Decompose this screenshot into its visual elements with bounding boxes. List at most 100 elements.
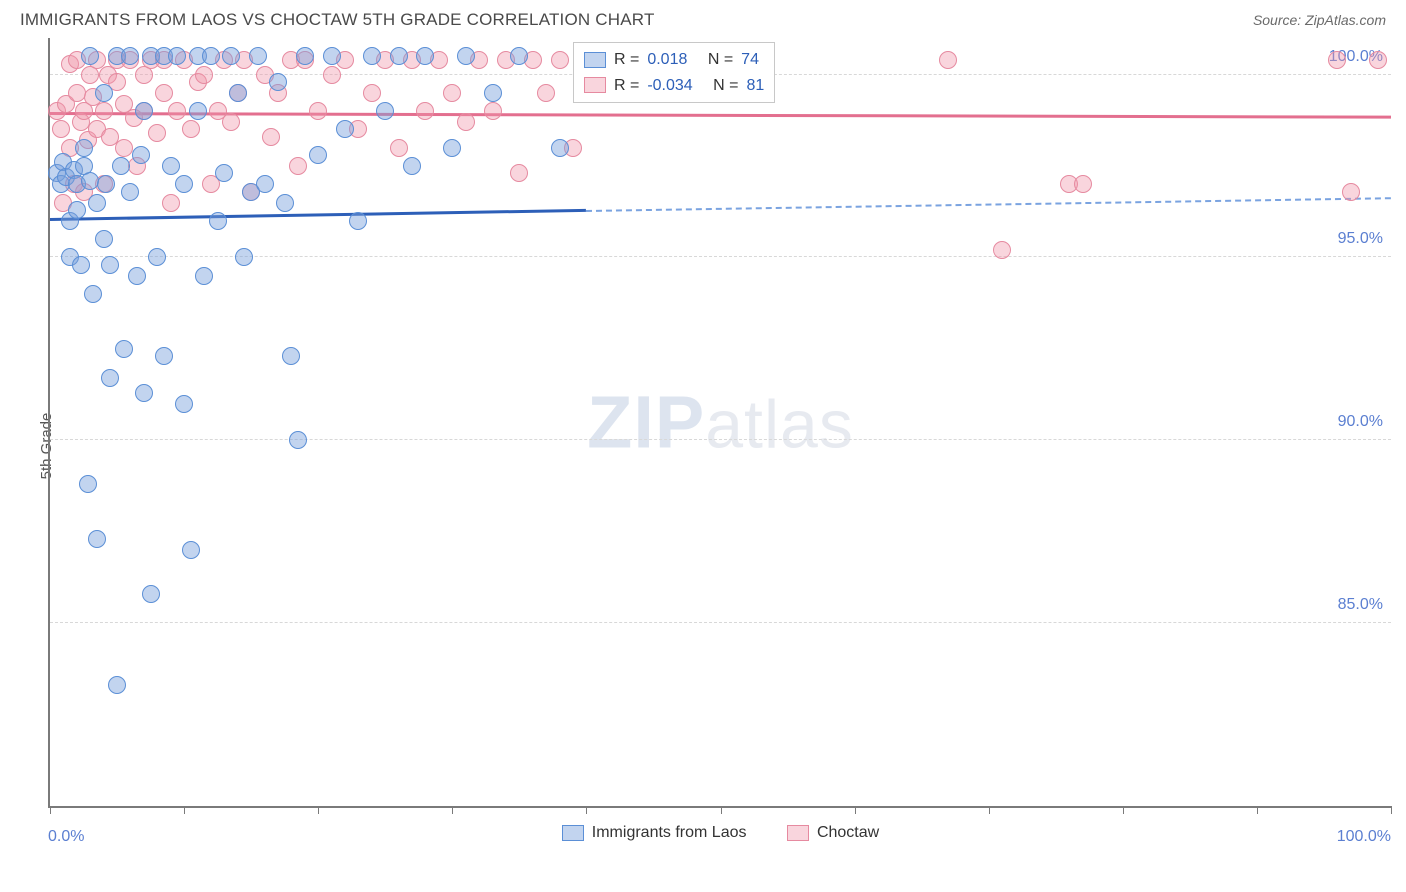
data-point-blue — [202, 47, 220, 65]
data-point-blue — [182, 541, 200, 559]
source-name: ZipAtlas.com — [1305, 12, 1386, 28]
data-point-blue — [323, 47, 341, 65]
x-tick — [1257, 806, 1258, 814]
data-point-blue — [175, 175, 193, 193]
data-point-blue — [128, 267, 146, 285]
data-point-pink — [262, 128, 280, 146]
gridline — [50, 622, 1391, 623]
data-point-blue — [195, 267, 213, 285]
data-point-blue — [309, 146, 327, 164]
data-point-blue — [443, 139, 461, 157]
data-point-blue — [209, 212, 227, 230]
data-point-pink — [1369, 51, 1387, 69]
plot-surface: ZIPatlas 85.0%90.0%95.0%100.0% — [50, 38, 1391, 806]
series-legend: Immigrants from Laos Choctaw — [50, 824, 1391, 846]
stats-row-blue: R = 0.018 N = 74 — [584, 47, 764, 73]
n-value-pink: 81 — [747, 73, 765, 99]
x-tick — [50, 806, 51, 814]
data-point-pink — [443, 84, 461, 102]
x-tick — [452, 806, 453, 814]
data-point-pink — [457, 113, 475, 131]
legend-item-pink: Choctaw — [787, 824, 879, 842]
data-point-pink — [222, 113, 240, 131]
swatch-blue — [584, 52, 606, 68]
data-point-pink — [195, 66, 213, 84]
data-point-blue — [229, 84, 247, 102]
data-point-blue — [235, 248, 253, 266]
data-point-blue — [336, 120, 354, 138]
x-tick-label-max: 100.0% — [1337, 828, 1391, 846]
data-point-blue — [175, 395, 193, 413]
x-tick — [1123, 806, 1124, 814]
n-label: N = — [708, 47, 733, 73]
data-point-blue — [95, 84, 113, 102]
swatch-pink — [787, 825, 809, 841]
data-point-blue — [289, 431, 307, 449]
n-value-blue: 74 — [741, 47, 759, 73]
data-point-pink — [551, 51, 569, 69]
data-point-pink — [289, 157, 307, 175]
watermark-rest: atlas — [705, 387, 854, 463]
chart-title: IMMIGRANTS FROM LAOS VS CHOCTAW 5TH GRAD… — [20, 10, 655, 30]
data-point-pink — [1074, 175, 1092, 193]
data-point-blue — [296, 47, 314, 65]
data-point-blue — [416, 47, 434, 65]
n-label: N = — [713, 73, 738, 99]
stats-legend: R = 0.018 N = 74 R = -0.034 N = 81 — [573, 42, 775, 103]
data-point-pink — [1328, 51, 1346, 69]
x-tick — [184, 806, 185, 814]
data-point-blue — [101, 256, 119, 274]
y-tick-label: 90.0% — [1338, 413, 1383, 431]
data-point-blue — [269, 73, 287, 91]
data-point-pink — [148, 124, 166, 142]
data-point-blue — [121, 47, 139, 65]
data-point-blue — [97, 175, 115, 193]
data-point-blue — [551, 139, 569, 157]
data-point-blue — [121, 183, 139, 201]
data-point-pink — [390, 139, 408, 157]
data-point-blue — [81, 172, 99, 190]
data-point-blue — [168, 47, 186, 65]
data-point-blue — [75, 139, 93, 157]
swatch-blue — [562, 825, 584, 841]
data-point-blue — [363, 47, 381, 65]
data-point-blue — [101, 369, 119, 387]
data-point-blue — [215, 164, 233, 182]
data-point-blue — [189, 102, 207, 120]
legend-item-blue: Immigrants from Laos — [562, 824, 747, 842]
data-point-blue — [108, 676, 126, 694]
data-point-blue — [84, 285, 102, 303]
data-point-pink — [993, 241, 1011, 259]
legend-label-pink: Choctaw — [817, 824, 879, 842]
data-point-blue — [148, 248, 166, 266]
data-point-pink — [68, 84, 86, 102]
data-point-blue — [155, 347, 173, 365]
data-point-blue — [112, 157, 130, 175]
data-point-blue — [376, 102, 394, 120]
data-point-pink — [168, 102, 186, 120]
r-value-pink: -0.034 — [647, 73, 692, 99]
data-point-pink — [182, 120, 200, 138]
data-point-blue — [135, 384, 153, 402]
data-point-blue — [115, 340, 133, 358]
data-point-blue — [79, 475, 97, 493]
data-point-pink — [309, 102, 327, 120]
x-tick-label-min: 0.0% — [48, 828, 84, 846]
data-point-blue — [222, 47, 240, 65]
data-point-blue — [162, 157, 180, 175]
data-point-blue — [276, 194, 294, 212]
r-value-blue: 0.018 — [647, 47, 687, 73]
data-point-pink — [939, 51, 957, 69]
chart-area: ZIPatlas 85.0%90.0%95.0%100.0% R = 0.018… — [48, 38, 1391, 808]
y-tick-label: 95.0% — [1338, 230, 1383, 248]
data-point-blue — [95, 230, 113, 248]
x-tick — [586, 806, 587, 814]
data-point-blue — [256, 175, 274, 193]
source-prefix: Source: — [1253, 12, 1305, 28]
data-point-pink — [416, 102, 434, 120]
data-point-pink — [510, 164, 528, 182]
chart-header: IMMIGRANTS FROM LAOS VS CHOCTAW 5TH GRAD… — [0, 0, 1406, 38]
data-point-pink — [537, 84, 555, 102]
y-tick-label: 85.0% — [1338, 596, 1383, 614]
data-point-pink — [52, 120, 70, 138]
